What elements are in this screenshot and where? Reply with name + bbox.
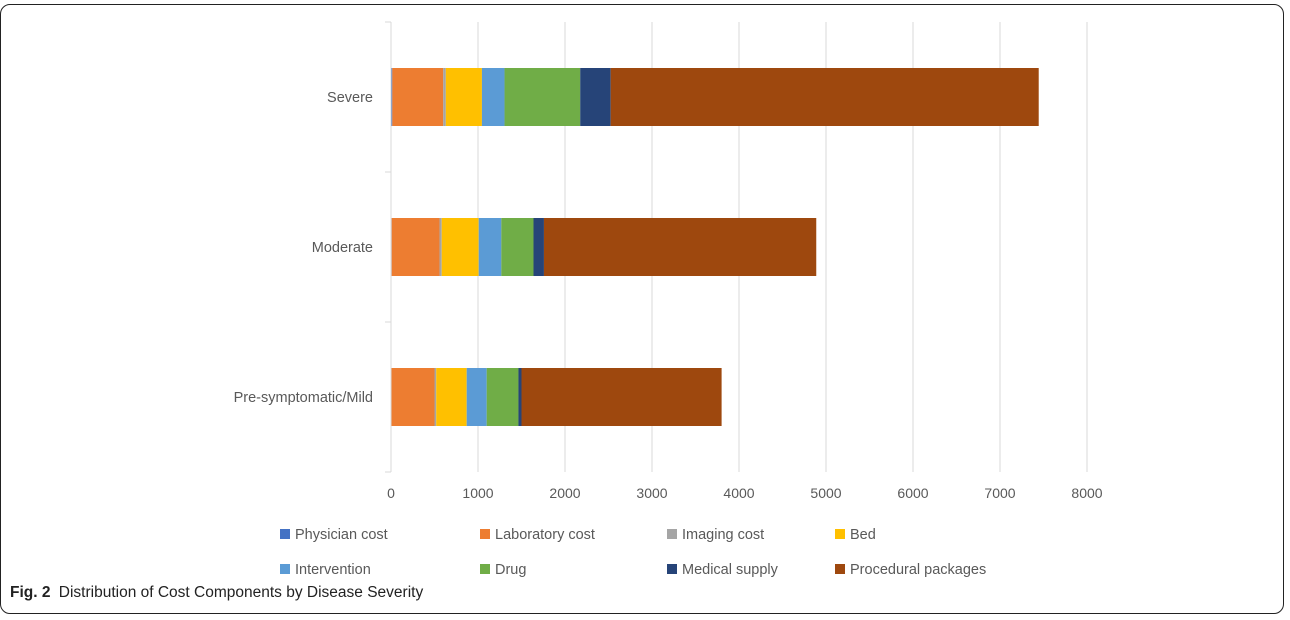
legend-swatch [667, 529, 677, 539]
bar-segment [466, 368, 487, 426]
figure-frame [0, 4, 1284, 614]
bars [391, 68, 1039, 426]
bar-segment [580, 68, 611, 126]
legend-swatch [835, 564, 845, 574]
bar-segment [439, 218, 442, 276]
bar-segment [436, 368, 467, 426]
x-tick-label: 8000 [1071, 485, 1102, 501]
bar-segment [486, 368, 519, 426]
legend-label: Procedural packages [850, 562, 986, 578]
bar-segment [543, 218, 817, 276]
category-label: Severe [327, 90, 373, 106]
x-tick-label: 2000 [549, 485, 580, 501]
bar-segment [478, 218, 502, 276]
bar-segment [501, 218, 534, 276]
axes: 0 1000 2000 3000 4000 5000 6000 7000 8000 Severe M… [234, 21, 1103, 501]
legend-label: Bed [850, 527, 876, 543]
caption-label: Fig. 2 [10, 584, 51, 601]
bar-segment [504, 68, 581, 126]
bar-segment [518, 368, 522, 426]
legend-label: Laboratory cost [495, 527, 595, 543]
bar-segment [441, 218, 479, 276]
bar-segment [391, 218, 440, 276]
bar-segment [391, 68, 393, 126]
legend-swatch [280, 529, 290, 539]
x-tick-label: 7000 [984, 485, 1015, 501]
category-label: Moderate [312, 240, 373, 256]
x-tick-label: 3000 [636, 485, 667, 501]
stacked-bar-chart: 0 1000 2000 3000 4000 5000 6000 7000 8000 Severe M… [234, 21, 1103, 578]
bar-segment [434, 368, 437, 426]
bar-segment [533, 218, 544, 276]
legend-swatch [667, 564, 677, 574]
bar-segment [610, 68, 1039, 126]
legend-swatch [480, 529, 490, 539]
legend-label: Medical supply [682, 562, 779, 578]
caption-text: Distribution of Cost Components by Disea… [58, 584, 424, 601]
legend-label: Physician cost [295, 527, 388, 543]
bar-segment [392, 68, 444, 126]
x-tick-label: 0 [387, 485, 395, 501]
bar-segment [391, 368, 435, 426]
legend-label: Intervention [295, 562, 371, 578]
bar-segment [521, 368, 722, 426]
x-tick-label: 6000 [897, 485, 928, 501]
x-tick-label: 4000 [723, 485, 754, 501]
bar-segment [481, 68, 505, 126]
bar-segment [445, 68, 482, 126]
figure-caption: Fig. 2 Distribution of Cost Components b… [10, 584, 423, 602]
legend-label: Imaging cost [682, 527, 764, 543]
x-tick-label: 1000 [462, 485, 493, 501]
x-tick-label: 5000 [810, 485, 841, 501]
legend-swatch [480, 564, 490, 574]
legend-label: Drug [495, 562, 526, 578]
legend: Physician cost Laboratory cost Imaging cos… [280, 527, 986, 578]
legend-swatch [835, 529, 845, 539]
bar-segment [443, 68, 446, 126]
category-label: Pre-symptomatic/Mild [234, 390, 373, 406]
legend-swatch [280, 564, 290, 574]
